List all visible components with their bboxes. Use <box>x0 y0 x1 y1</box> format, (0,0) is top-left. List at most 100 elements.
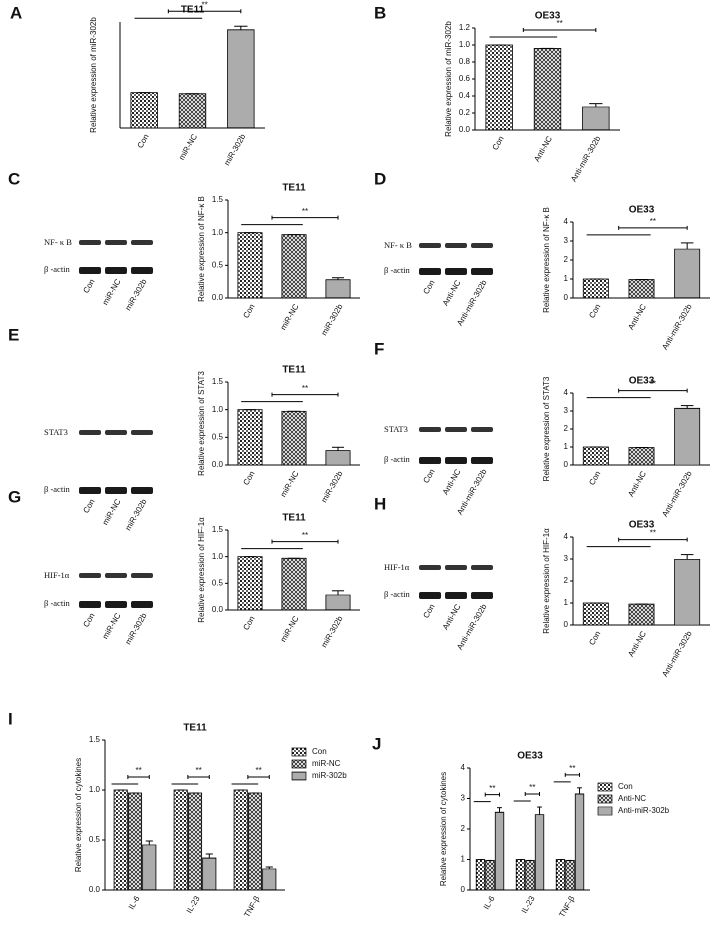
blot-lane-label: miR-302b <box>123 611 148 646</box>
significance-bracket <box>564 772 581 777</box>
panel-letter: H <box>374 494 386 513</box>
bar <box>525 860 535 891</box>
y-tick-label: 0 <box>564 620 569 629</box>
blot-band <box>105 267 127 274</box>
bar <box>555 859 566 891</box>
significance-bracket <box>167 9 242 14</box>
chart-title: OE33 <box>535 11 561 22</box>
blot-band <box>471 268 493 275</box>
y-tick-label: 1 <box>461 855 466 864</box>
y-tick-label: 3 <box>564 236 569 245</box>
x-tick-label: Anti-NC <box>626 629 648 658</box>
y-axis-label: Relative expression of miR-302b <box>444 21 453 137</box>
panel-letter: E <box>8 325 19 344</box>
bar <box>628 603 655 626</box>
legend-label: Anti-NC <box>618 794 646 803</box>
blot-band <box>79 267 101 274</box>
bar <box>582 446 609 466</box>
x-tick-label: Anti-miR-302b <box>660 629 694 678</box>
y-tick-label: 4 <box>461 763 466 772</box>
bar <box>515 859 526 891</box>
y-tick-label: 0.4 <box>459 91 471 100</box>
x-tick-label: Con <box>136 133 151 150</box>
x-tick-label: miR-NC <box>279 302 301 331</box>
blot-row-label: β -actin <box>384 265 411 275</box>
blot-lane-label: miR-NC <box>101 497 123 526</box>
blot-band <box>105 430 127 435</box>
significance-label: ** <box>302 531 308 540</box>
significance-label: ** <box>650 380 656 389</box>
chart-title: TE11 <box>183 723 207 734</box>
significance-label: ** <box>529 783 535 792</box>
blot-band <box>79 487 101 494</box>
y-tick-label: 2 <box>564 424 569 433</box>
legend-label: miR-NC <box>312 759 341 768</box>
bar <box>325 450 351 466</box>
x-tick-label: miR-NC <box>279 614 301 643</box>
x-tick-label: Anti-NC <box>532 134 554 163</box>
blot-band <box>131 430 153 435</box>
blot-row-label: HIF-1α <box>384 562 410 572</box>
y-tick-label: 0.5 <box>212 578 224 587</box>
blot-lane-label: miR-302b <box>123 497 148 532</box>
panel-letter: C <box>8 169 20 188</box>
panel-letter: F <box>374 339 384 358</box>
x-tick-label: Anti-miR-302b <box>569 134 603 183</box>
significance-bracket <box>187 775 210 779</box>
bar <box>628 447 655 466</box>
blot-row-label: β -actin <box>44 484 71 494</box>
x-tick-label: Con <box>587 470 602 487</box>
chart-title: OE33 <box>629 205 655 216</box>
blot-row-label: β -actin <box>384 589 411 599</box>
y-tick-label: 3 <box>564 406 569 415</box>
y-tick-label: 0.5 <box>212 260 224 269</box>
x-tick-label: miR-NC <box>279 469 301 498</box>
panel-letter: G <box>8 487 21 506</box>
bar <box>227 29 255 129</box>
blot-band <box>131 487 153 494</box>
chart-title: OE33 <box>629 520 655 531</box>
legend-swatch <box>291 747 307 757</box>
y-tick-label: 1.5 <box>89 735 101 744</box>
significance-label: ** <box>650 529 656 538</box>
significance-bracket <box>247 775 270 779</box>
x-tick-label: miR-302b <box>222 132 247 167</box>
significance-bracket <box>618 537 688 542</box>
y-tick-label: 0.5 <box>212 432 224 441</box>
legend-swatch <box>291 771 307 781</box>
blot-band <box>445 427 467 432</box>
significance-label: ** <box>135 766 141 775</box>
bar <box>565 860 575 891</box>
significance-label: ** <box>195 766 201 775</box>
x-tick-label: Con <box>241 470 256 487</box>
blot-band <box>419 565 441 570</box>
significance-bracket <box>522 28 597 32</box>
bar <box>281 410 307 466</box>
x-tick-label: Con <box>491 135 506 152</box>
significance-bracket <box>618 388 688 393</box>
blot-row-label: β -actin <box>44 264 71 274</box>
bar <box>674 407 701 466</box>
legend-swatch <box>597 806 613 816</box>
y-tick-label: 0 <box>564 460 569 469</box>
x-tick-label: Con <box>241 303 256 320</box>
y-tick-label: 1 <box>564 442 569 451</box>
x-tick-label: miR-302b <box>319 302 344 337</box>
bar <box>582 278 609 299</box>
x-tick-label: miR-NC <box>177 132 199 161</box>
y-tick-label: 2 <box>564 255 569 264</box>
bar <box>113 789 128 891</box>
legend-swatch <box>597 782 613 792</box>
significance-bracket <box>524 792 541 797</box>
legend-label: Con <box>312 747 327 756</box>
blot-band <box>79 601 101 608</box>
y-tick-label: 2 <box>564 576 569 585</box>
y-tick-label: 0.5 <box>89 835 101 844</box>
significance-label: ** <box>556 19 562 28</box>
blot-lane-label: Con <box>81 498 96 515</box>
blot-row-label: NF- κ B <box>44 237 72 247</box>
blot-band <box>419 457 441 464</box>
significance-bracket <box>127 775 150 779</box>
blot-lane-label: Anti-NC <box>441 278 463 307</box>
